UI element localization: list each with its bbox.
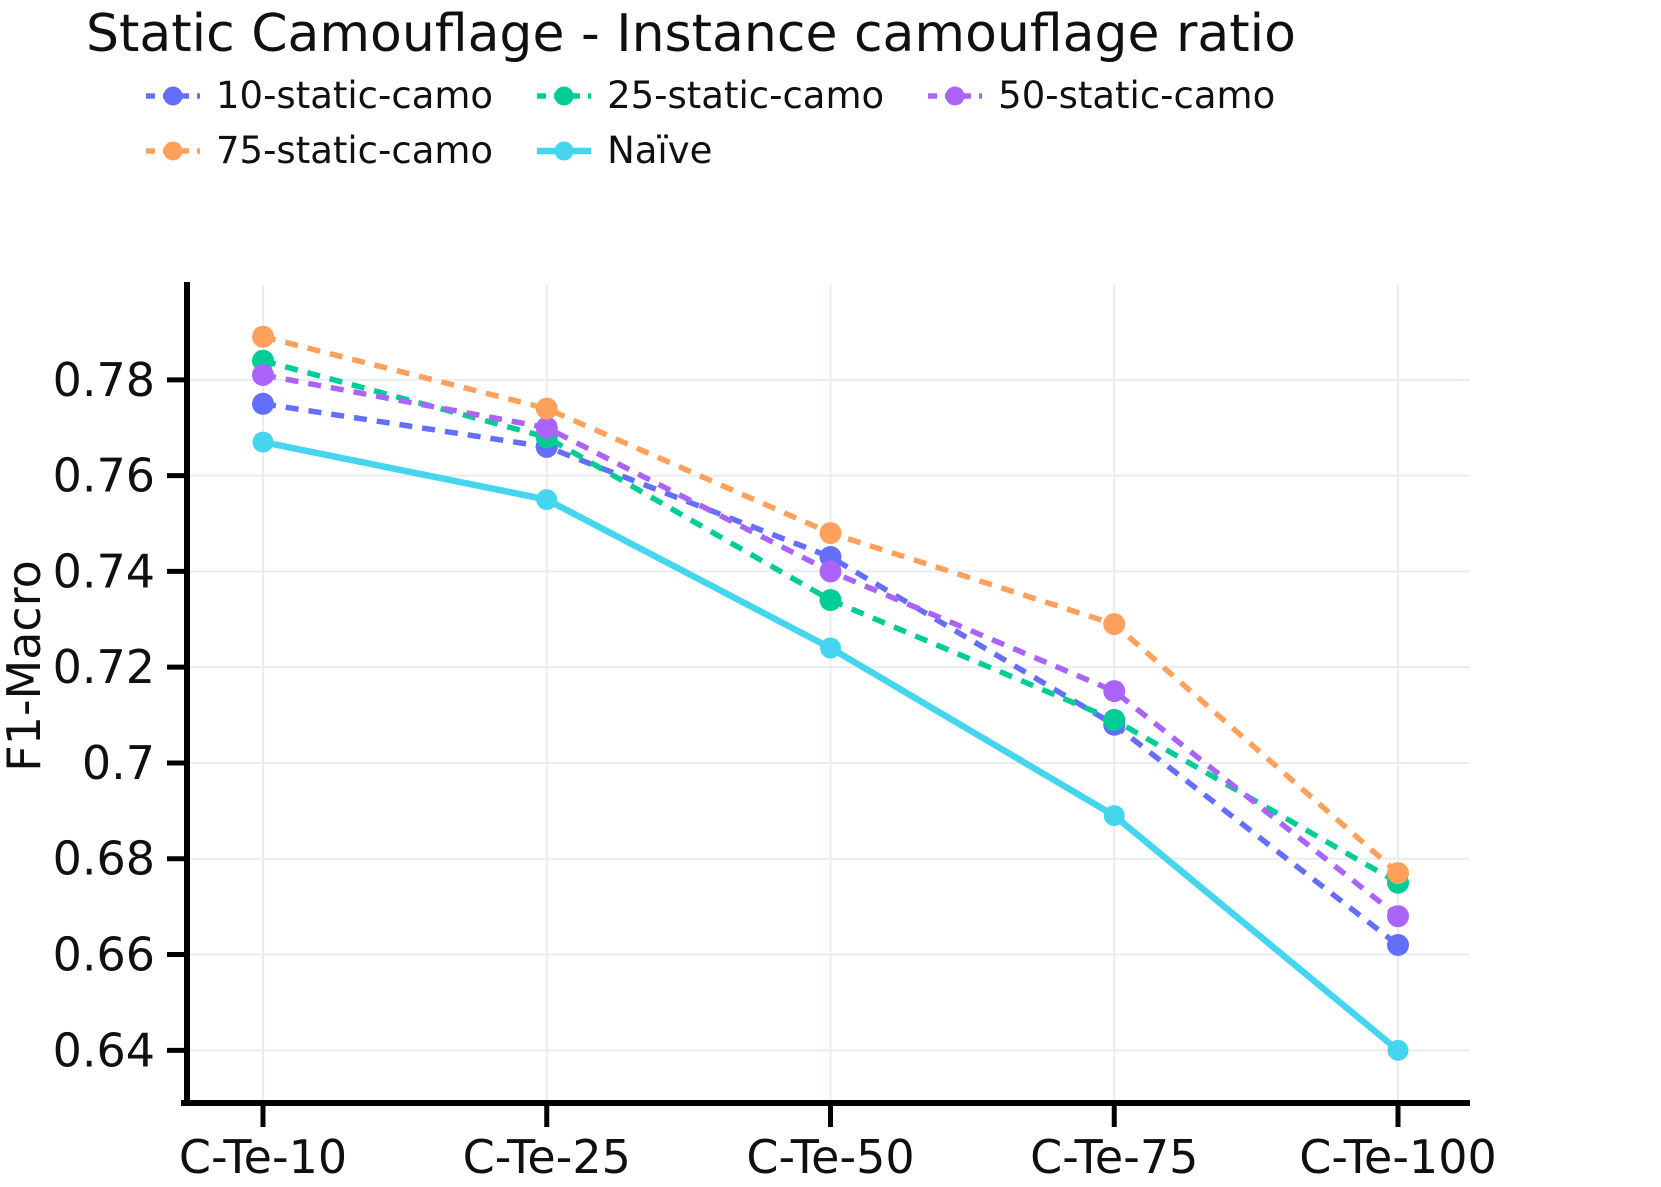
data-point-75-static-camo-C-Te-10[interactable]	[252, 325, 274, 348]
y-tick-label: 0.74	[53, 544, 155, 598]
data-point-Naïve-C-Te-75[interactable]	[1103, 805, 1125, 827]
x-tick-label: C-Te-75	[1030, 1130, 1198, 1184]
legend-item-75-static-camo[interactable]: 75-static-camo	[146, 129, 493, 172]
legend-line-sample-icon	[928, 86, 983, 105]
y-tick-label: 0.72	[53, 640, 155, 694]
series-line-10-static-camo	[262, 401, 1400, 948]
data-point-75-static-camo-C-Te-75[interactable]	[1103, 613, 1126, 636]
legend-row: 10-static-camo 25-static-camo 50-static-ca…	[146, 74, 1275, 117]
data-point-50-static-camo-C-Te-50[interactable]	[819, 560, 842, 583]
data-point-50-static-camo-C-Te-100[interactable]	[1387, 905, 1409, 928]
legend: 10-static-camo 25-static-camo 50-static-ca…	[146, 74, 1275, 172]
chart-title: Static Camouflage - Instance camouflage …	[86, 4, 1296, 64]
data-point-Naïve-C-Te-10[interactable]	[252, 431, 274, 453]
y-tick-label: 0.64	[53, 1023, 155, 1077]
data-point-75-static-camo-C-Te-50[interactable]	[819, 522, 842, 545]
legend-sample-marker	[945, 86, 965, 105]
legend-sample-marker	[163, 86, 183, 105]
legend-item-50-static-camo[interactable]: 50-static-camo	[928, 74, 1275, 117]
data-point-25-static-camo-C-Te-50[interactable]	[819, 589, 842, 612]
legend-label: 25-static-camo	[607, 74, 885, 117]
data-point-75-static-camo-C-Te-100[interactable]	[1387, 862, 1409, 885]
data-point-10-static-camo-C-Te-100[interactable]	[1387, 934, 1409, 956]
x-tick-label: C-Te-50	[746, 1130, 914, 1184]
legend-line-sample-icon	[146, 141, 200, 160]
x-tick-label: C-Te-10	[179, 1130, 347, 1184]
legend-label: 10-static-camo	[216, 74, 494, 117]
legend-line-sample-icon	[537, 86, 592, 105]
y-tick-label: 0.66	[53, 928, 155, 982]
data-point-Naïve-C-Te-100[interactable]	[1387, 1039, 1409, 1061]
legend-sample-marker	[163, 141, 183, 160]
x-tick-label: C-Te-100	[1299, 1130, 1496, 1184]
legend-item-Naïve[interactable]: Naïve	[537, 129, 712, 172]
y-axis-title: F1-Macro	[0, 560, 51, 772]
legend-label: Naïve	[607, 129, 713, 172]
legend-label: 50-static-camo	[998, 74, 1276, 117]
legend-label: 75-static-camo	[216, 129, 494, 172]
data-point-50-static-camo-C-Te-10[interactable]	[252, 364, 274, 386]
x-tick-label: C-Te-25	[463, 1130, 631, 1184]
legend-item-25-static-camo[interactable]: 25-static-camo	[537, 74, 884, 117]
legend-line-sample-icon	[146, 86, 200, 105]
y-tick-label: 0.76	[53, 449, 155, 503]
data-point-10-static-camo-C-Te-10[interactable]	[252, 392, 274, 415]
data-point-25-static-camo-C-Te-75[interactable]	[1103, 708, 1126, 731]
y-tick-label: 0.78	[53, 353, 155, 407]
y-tick-label: 0.68	[53, 832, 155, 886]
data-point-Naïve-C-Te-25[interactable]	[536, 489, 558, 511]
legend-sample-marker	[554, 86, 574, 105]
y-tick-label: 0.7	[82, 736, 155, 790]
data-point-75-static-camo-C-Te-25[interactable]	[535, 397, 558, 420]
data-point-50-static-camo-C-Te-25[interactable]	[535, 416, 558, 439]
legend-row: 75-static-camo Naïve	[146, 129, 1275, 172]
legend-item-10-static-camo[interactable]: 10-static-camo	[146, 74, 493, 117]
legend-line-sample-icon	[537, 141, 592, 160]
data-point-50-static-camo-C-Te-75[interactable]	[1103, 680, 1126, 703]
data-point-Naïve-C-Te-50[interactable]	[820, 637, 841, 659]
legend-sample-marker	[554, 141, 574, 160]
